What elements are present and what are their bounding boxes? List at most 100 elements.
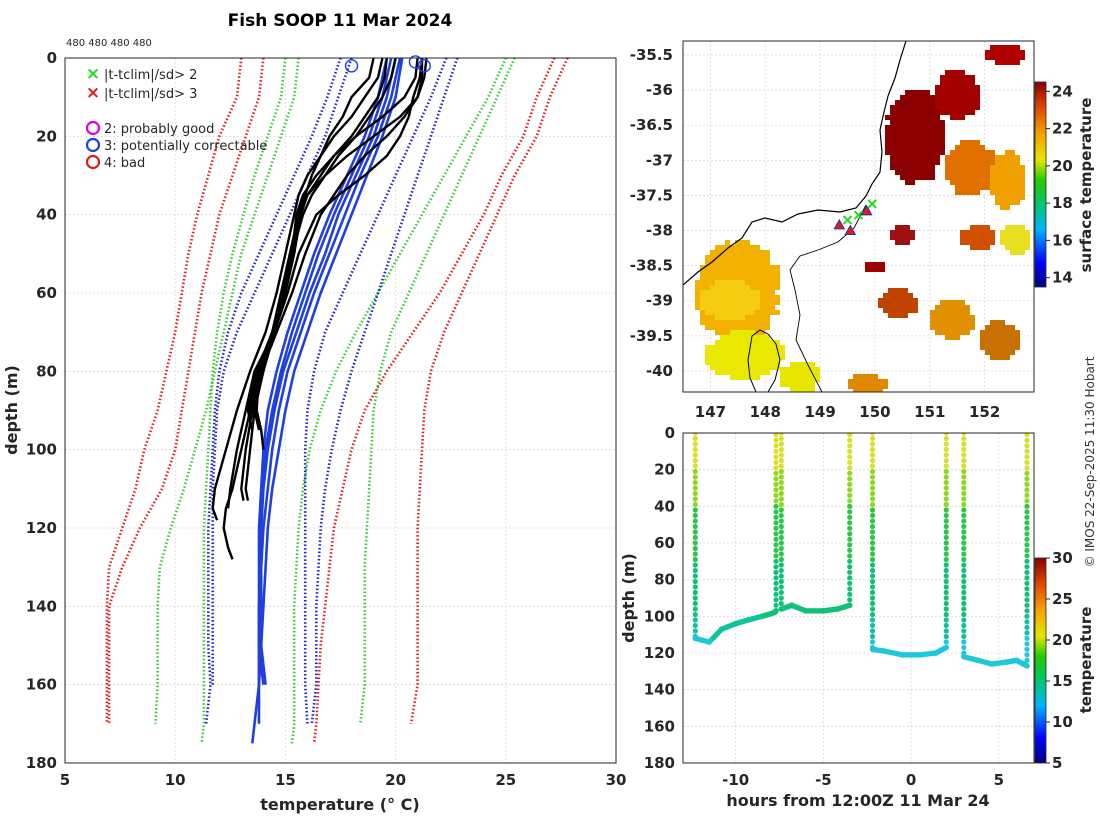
sst-cell bbox=[898, 308, 903, 313]
sst-cell bbox=[735, 355, 740, 360]
sst-cell bbox=[740, 285, 745, 290]
cast-point bbox=[961, 567, 967, 574]
cast-point bbox=[692, 584, 698, 590]
sst-cell bbox=[915, 130, 920, 135]
sst-cell bbox=[765, 250, 770, 255]
cast-point bbox=[773, 520, 779, 526]
sst-cell bbox=[785, 367, 790, 372]
sst-cell bbox=[980, 170, 985, 175]
observed-profile-black bbox=[253, 58, 428, 431]
cast-point bbox=[869, 584, 876, 590]
sst-cell bbox=[975, 140, 980, 145]
sst-cell bbox=[965, 330, 970, 335]
sst-cell bbox=[735, 270, 740, 275]
sst-cell bbox=[865, 267, 870, 272]
sst-cell bbox=[940, 90, 945, 95]
sst-cell bbox=[995, 340, 1000, 345]
sst-cell bbox=[885, 130, 890, 135]
sst-cell bbox=[735, 310, 740, 315]
sst-cell bbox=[800, 377, 805, 382]
sst-cell bbox=[765, 275, 770, 280]
sst-cell bbox=[995, 175, 1000, 180]
sst-cell bbox=[930, 125, 935, 130]
sst-cell bbox=[990, 185, 995, 190]
sst-cell bbox=[1020, 230, 1025, 235]
sst-cell bbox=[935, 160, 940, 165]
sst-cell bbox=[970, 225, 975, 230]
sst-cell bbox=[1000, 240, 1005, 245]
sst-cell bbox=[750, 350, 755, 355]
cast-point bbox=[778, 529, 784, 535]
sst-cell bbox=[960, 175, 965, 180]
sst-cell bbox=[955, 160, 960, 165]
sst-cell bbox=[730, 270, 735, 275]
sst-cell bbox=[740, 255, 745, 260]
observed-profile-black bbox=[226, 58, 388, 509]
depth-time-y-tick-label: 140 bbox=[644, 681, 675, 699]
sst-cell bbox=[950, 180, 955, 185]
cast-point bbox=[1024, 553, 1030, 559]
surface-flag-circle bbox=[344, 59, 359, 73]
sst-cell bbox=[940, 320, 945, 325]
sst-cell bbox=[955, 150, 960, 155]
sst-cell bbox=[965, 90, 970, 95]
sst-cell bbox=[1010, 60, 1015, 65]
sst-cell bbox=[990, 345, 995, 350]
sst-cell bbox=[1000, 155, 1005, 160]
cast-point bbox=[943, 501, 949, 508]
sst-cell bbox=[735, 300, 740, 305]
cast-point bbox=[1024, 635, 1030, 641]
sst-cell bbox=[760, 275, 765, 280]
cast-point bbox=[778, 556, 784, 563]
sst-cell bbox=[965, 100, 970, 105]
sst-cell bbox=[913, 308, 918, 313]
sst-cell bbox=[888, 313, 893, 318]
sst-cell bbox=[910, 120, 915, 125]
sst-cell bbox=[950, 80, 955, 85]
sst-cell bbox=[895, 125, 900, 130]
sst-cell bbox=[970, 325, 975, 330]
cast-point bbox=[773, 433, 779, 438]
sst-cell bbox=[960, 155, 965, 160]
map-y-tick-label: -35.5 bbox=[630, 46, 673, 64]
sst-cell bbox=[740, 325, 745, 330]
sst-cell bbox=[980, 340, 985, 345]
sst-cell bbox=[955, 170, 960, 175]
depth-time-y-tick-label: 80 bbox=[654, 571, 675, 589]
sst-cell bbox=[1015, 50, 1020, 55]
sst-cell bbox=[858, 374, 863, 379]
sst-cell bbox=[965, 95, 970, 100]
sst-cell bbox=[895, 240, 900, 245]
track-x-marker bbox=[842, 215, 853, 225]
sst-cell bbox=[780, 355, 785, 360]
sst-cell bbox=[715, 370, 720, 375]
sst-cell bbox=[765, 300, 770, 305]
sst-cell bbox=[903, 298, 908, 303]
cast-point bbox=[961, 540, 967, 546]
cast-point bbox=[692, 496, 698, 502]
sst-cell bbox=[725, 255, 730, 260]
sst-cell bbox=[735, 330, 740, 335]
sst-cell bbox=[1010, 45, 1015, 50]
sst-cell bbox=[755, 350, 760, 355]
sst-cell bbox=[745, 305, 750, 310]
sst-cell bbox=[700, 290, 705, 295]
sst-cell bbox=[1000, 175, 1005, 180]
sst-cell bbox=[740, 315, 745, 320]
sst-cell bbox=[780, 372, 785, 377]
cast-point bbox=[692, 433, 698, 436]
sst-cell bbox=[955, 180, 960, 185]
cast-point bbox=[943, 600, 949, 607]
sst-cell bbox=[725, 270, 730, 275]
sst-cell bbox=[715, 250, 720, 255]
sst-cell bbox=[750, 315, 755, 320]
sst-cell bbox=[955, 80, 960, 85]
depth-time-y-tick-label: 120 bbox=[644, 644, 675, 662]
sst-cell bbox=[1010, 50, 1015, 55]
map-y-tick-label: -37 bbox=[646, 151, 673, 169]
sst-cell bbox=[1025, 230, 1030, 235]
sst-cell bbox=[705, 305, 710, 310]
sst-cell bbox=[710, 355, 715, 360]
cast-point bbox=[692, 479, 698, 486]
sst-cell bbox=[895, 225, 900, 230]
